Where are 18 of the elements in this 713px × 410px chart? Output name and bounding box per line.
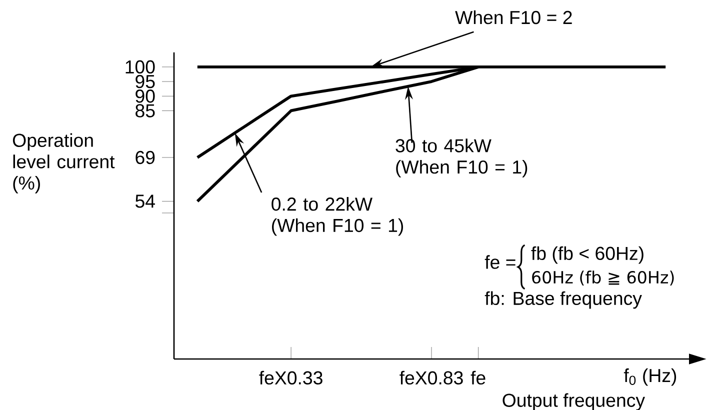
text: 0.2 to 22kW (When F10 = 1)	[272, 197, 403, 236]
text: When F10 = 2	[455, 10, 572, 24]
y-axis-title: Operation level current (%)	[12, 133, 115, 194]
text: f$_{0}$ (Hz)	[624, 368, 676, 386]
y-tick-label: 85	[136, 104, 155, 118]
annotation: fe =	[484, 255, 516, 269]
y-tick-label: 95	[136, 74, 155, 88]
y-tick-label: 90	[136, 90, 155, 103]
y-tick-label: 54	[136, 194, 155, 208]
text: 30 to 45kW (When F10 = 1)	[396, 138, 528, 178]
x-tick-label: feX0.33	[259, 370, 322, 385]
y-tick-label: 69	[136, 150, 155, 164]
annotation: 60Hz (fb ≧ 60Hz)	[532, 270, 674, 286]
y-tick-label: 100	[126, 60, 155, 74]
annotation: fb (fb < 60Hz)	[531, 246, 644, 264]
annotation: fb: Base frequency	[484, 291, 642, 309]
x-tick-label: fe	[470, 370, 486, 385]
x-tick-label: feX0.83	[400, 370, 463, 385]
